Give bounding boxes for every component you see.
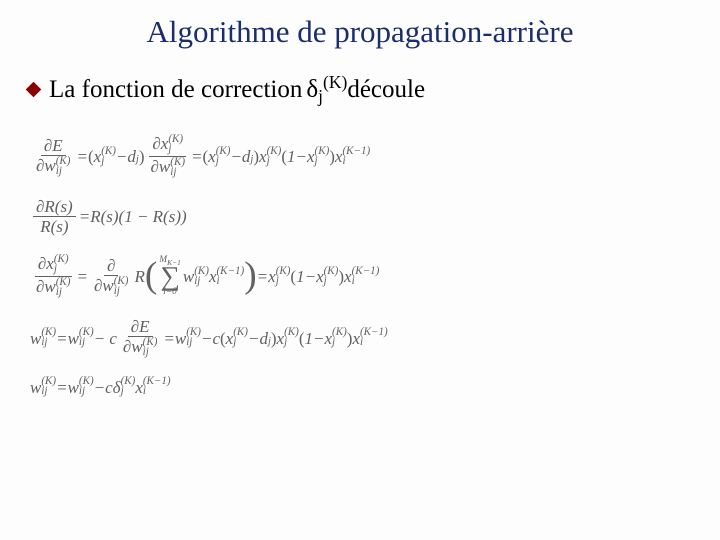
equation-4: w(K)ij = w(K)ij − c ∂E ∂w(K)ij = w(K)ij …: [30, 317, 720, 359]
bullet-diamond-icon: [26, 82, 42, 98]
equation-1: ∂E ∂w(K)ij = (x(K)j − dj) ∂x(K)j ∂w(K)ij…: [30, 134, 720, 179]
equation-5: w(K)ij = w(K)ij − c δ(K)j x(K−1)i: [30, 377, 720, 397]
subtitle-delta-expr: δj(K): [306, 76, 347, 104]
slide-title: Algorithme de propagation-arrière: [0, 0, 720, 50]
subtitle-line: La fonction de correction δj(K) découle: [0, 50, 720, 104]
equation-block: ∂E ∂w(K)ij = (x(K)j − dj) ∂x(K)j ∂w(K)ij…: [0, 104, 720, 397]
subtitle-text-lead: La fonction de correction: [49, 76, 302, 104]
equation-3: ∂x(K)j ∂w(K)ij = ∂ ∂w(K)ij R ( MK−1 ∑ i=…: [30, 254, 720, 299]
subtitle-text-tail: découle: [347, 76, 425, 104]
equation-2: ∂R(s) R(s) = R(s)(1 − R(s)): [30, 197, 720, 236]
